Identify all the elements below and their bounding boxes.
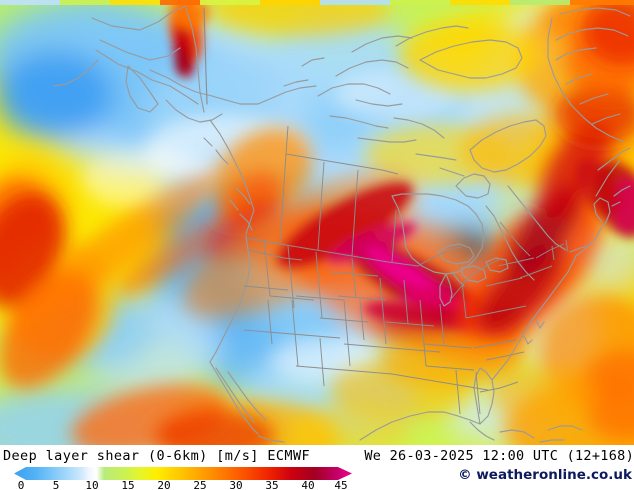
cb-tick-35: 35 [265, 479, 278, 490]
cb-tick-45: 45 [334, 479, 347, 490]
colorbar-svg: 0 5 10 15 20 25 30 35 40 45 [14, 467, 352, 490]
colorbar-tick-labels: 0 5 10 15 20 25 30 35 40 45 [18, 479, 348, 490]
cb-tick-20: 20 [157, 479, 170, 490]
cb-tick-10: 10 [85, 479, 98, 490]
colorbar: 0 5 10 15 20 25 30 35 40 45 [0, 465, 360, 490]
weather-map[interactable] [0, 0, 634, 445]
legend-title: Deep layer shear (0-6km) [m/s] ECMWF [3, 448, 310, 464]
shear-field [0, 0, 634, 445]
map-admin-borders [243, 125, 569, 415]
run-datetime: We 26-03-2025 12:00 UTC (12+168) [364, 448, 634, 464]
cb-tick-30: 30 [229, 479, 242, 490]
legend-panel: Deep layer shear (0-6km) [m/s] ECMWF We … [0, 445, 634, 490]
map-top-strip [0, 0, 634, 5]
cb-tick-0: 0 [18, 479, 25, 490]
field-high-shear [0, 0, 634, 445]
cb-tick-5: 5 [53, 479, 60, 490]
cb-tick-40: 40 [301, 479, 314, 490]
map-coastlines [53, 5, 631, 443]
colorbar-gradient-bar [14, 467, 352, 480]
copyright-weatheronline[interactable]: © weatheronline.co.uk [458, 467, 632, 483]
cb-tick-15: 15 [121, 479, 134, 490]
cb-tick-25: 25 [193, 479, 206, 490]
map-canvas [0, 0, 634, 445]
